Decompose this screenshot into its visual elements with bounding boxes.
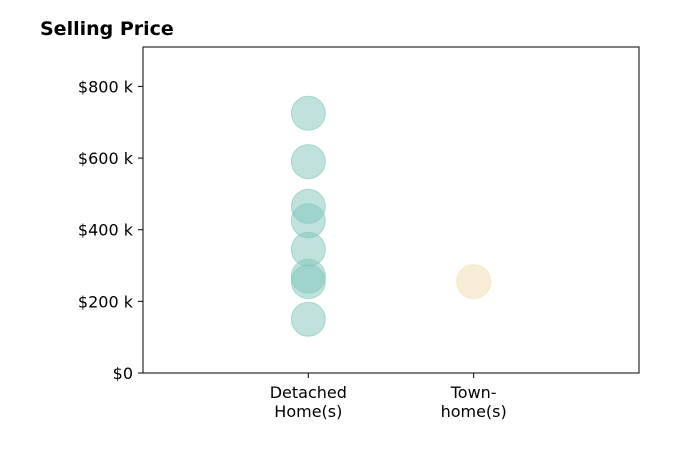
x-tick-label: Town- [450,383,497,402]
data-point [290,264,326,300]
data-point [290,144,326,180]
data-point [290,301,326,337]
y-tick-label: $400 k [78,221,134,240]
y-tick-label: $800 k [78,77,134,96]
y-tick-label: $200 k [78,292,134,311]
plot-area-frame [142,46,640,374]
data-point [456,264,492,300]
chart-title: Selling Price [40,18,174,40]
y-tick-label: $0 [113,364,133,383]
data-points [290,95,492,337]
y-tick-label: $600 k [78,149,134,168]
y-axis: $0 $200 k $400 k $600 k $800 k [78,77,143,383]
x-tick-label: Detached [270,383,347,402]
x-tick-label: Home(s) [274,402,342,421]
x-tick-label: home(s) [441,402,507,421]
data-point [290,95,326,131]
